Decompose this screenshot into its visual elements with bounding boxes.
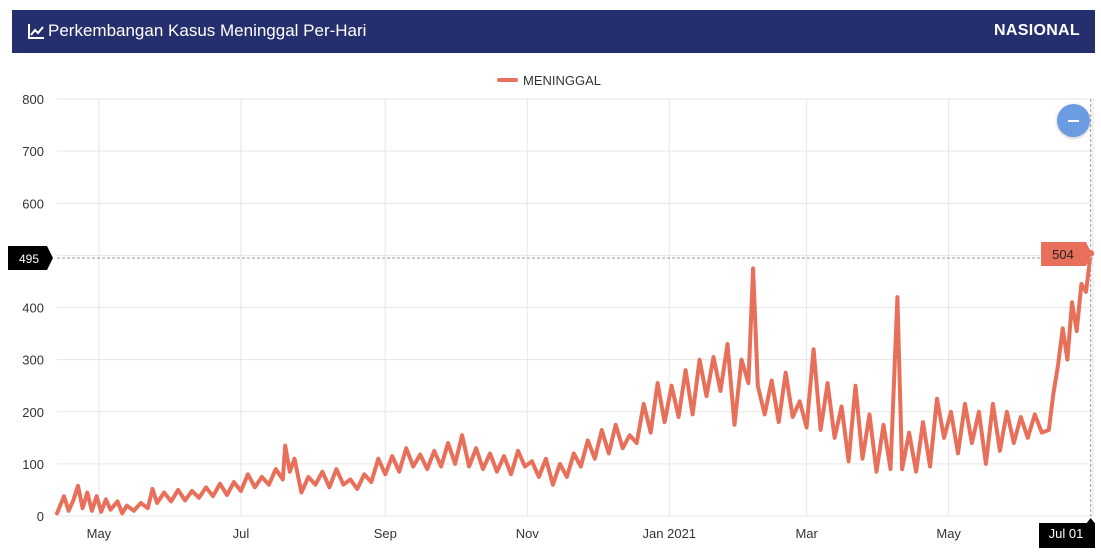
y-tick-label: 400 — [22, 301, 44, 316]
y-crosshair-label: 495 — [19, 252, 39, 266]
x-tick-label: Sep — [374, 526, 397, 541]
y-tick-label: 100 — [22, 457, 44, 472]
x-tick-label: Jan 2021 — [643, 526, 697, 541]
line-chart-icon — [28, 24, 44, 39]
x-tick-label: May — [87, 526, 112, 541]
point-value-tooltip-box — [1041, 242, 1092, 266]
y-tick-label: 700 — [22, 144, 44, 159]
legend-swatch[interactable] — [497, 78, 518, 82]
y-tick-label: 300 — [22, 353, 44, 368]
x-tick-label: Nov — [516, 526, 540, 541]
y-tick-label: 600 — [22, 196, 44, 211]
zoom-out-button[interactable] — [1057, 104, 1090, 137]
legend-label: MENINGGAL — [523, 73, 601, 88]
region-label: NASIONAL — [994, 22, 1080, 39]
y-tick-label: 0 — [37, 509, 44, 524]
x-crosshair-label: Jul 01 — [1049, 526, 1084, 541]
x-crosshair-label-box — [1039, 518, 1095, 548]
x-tick-label: Mar — [795, 526, 818, 541]
x-tick-label: May — [936, 526, 961, 541]
x-tick-label: Jul — [233, 526, 250, 541]
y-tick-label: 200 — [22, 405, 44, 420]
point-value-tooltip: 504 — [1052, 247, 1074, 262]
series-line-meninggal[interactable] — [55, 251, 1093, 516]
chart-title: Perkembangan Kasus Meninggal Per-Hari — [48, 21, 367, 40]
y-tick-label: 800 — [22, 92, 44, 107]
y-crosshair-label-box — [8, 246, 53, 270]
chart-header: Perkembangan Kasus Meninggal Per-Hari NA… — [12, 10, 1095, 53]
minus-icon — [1068, 120, 1079, 122]
